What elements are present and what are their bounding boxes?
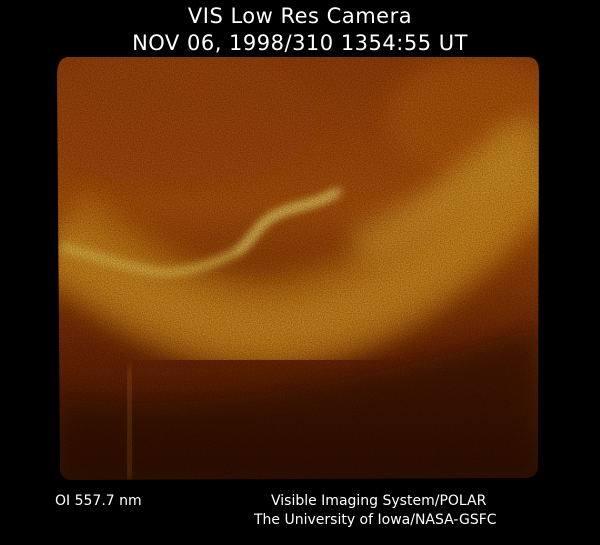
- camera-title: VIS Low Res Camera: [187, 4, 413, 28]
- timestamp-title: NOV 06, 1998/310 1354:55 UT: [132, 31, 468, 55]
- auroral-image: [57, 57, 539, 480]
- filter-wavelength-label: OI 557.7 nm: [55, 493, 142, 509]
- instrument-credit: Visible Imaging System/POLAR: [271, 493, 487, 509]
- institution-credit: The University of Iowa/NASA-GSFC: [254, 512, 497, 528]
